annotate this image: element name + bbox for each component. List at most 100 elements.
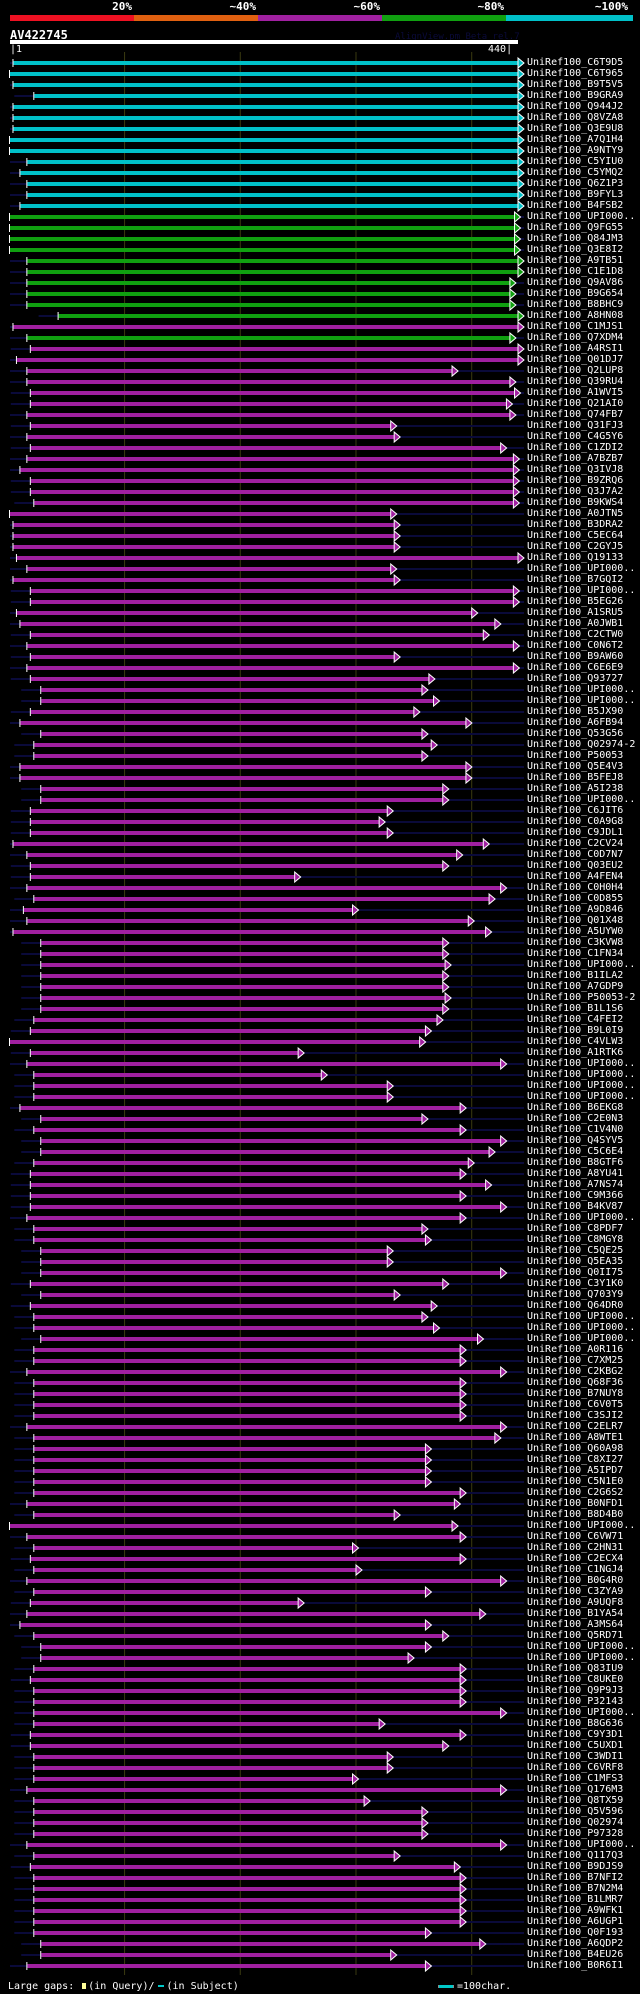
hit-label[interactable]: UniRef100_B7NFI2 [527,1872,624,1883]
hit-label[interactable]: UniRef100_A1RTK6 [527,1047,624,1058]
hit-label[interactable]: UniRef100_Q02974 [527,1817,624,1828]
alignment-bar[interactable] [34,1876,461,1880]
alignment-bar[interactable] [41,1150,490,1154]
hit-label[interactable]: UniRef100_C6JIT6 [527,805,624,816]
alignment-bar[interactable] [30,1304,432,1308]
alignment-bar[interactable] [41,732,422,736]
hit-row[interactable] [10,276,524,290]
hit-row[interactable] [21,1937,524,1951]
hit-label[interactable]: UniRef100_Q176M3 [527,1784,624,1795]
alignment-bar[interactable] [41,1139,501,1143]
hit-row[interactable] [10,1783,524,1797]
hit-label[interactable]: UniRef100_UPI000.. [527,585,636,596]
hit-row[interactable] [10,155,525,169]
alignment-bar[interactable] [34,1546,353,1550]
alignment-bar[interactable] [30,1172,461,1176]
hit-row[interactable] [10,1618,524,1632]
hit-row[interactable] [10,1838,524,1852]
hit-label[interactable]: UniRef100_A0JWB1 [527,618,624,629]
hit-label[interactable]: UniRef100_C0D7N7 [527,849,624,860]
hit-label[interactable]: UniRef100_UPI000.. [527,563,636,574]
alignment-bar[interactable] [34,1920,461,1924]
alignment-bar[interactable] [27,160,518,164]
hit-label[interactable]: UniRef100_B1L1S6 [527,1003,624,1014]
alignment-bar[interactable] [20,776,466,780]
hit-row[interactable] [14,1222,524,1236]
hit-row[interactable] [10,1673,524,1687]
alignment-bar[interactable] [27,666,514,670]
alignment-bar[interactable] [10,215,515,219]
alignment-bar[interactable] [41,996,446,1000]
hit-label[interactable]: UniRef100_Q9P9J3 [527,1685,624,1696]
hit-label[interactable]: UniRef100_C8XI27 [527,1454,624,1465]
hit-label[interactable]: UniRef100_A9D846 [527,904,624,915]
hit-label[interactable]: UniRef100_Q53G56 [527,728,624,739]
alignment-bar[interactable] [34,1854,395,1858]
alignment-bar[interactable] [30,1865,455,1869]
hit-row[interactable] [14,1464,524,1478]
alignment-bar[interactable] [16,358,518,362]
hit-row[interactable] [10,584,524,598]
alignment-bar[interactable] [10,138,518,142]
hit-label[interactable]: UniRef100_B4FSB2 [527,200,624,211]
hit-label[interactable]: UniRef100_C5YIU0 [527,156,624,167]
alignment-bar[interactable] [30,1183,486,1187]
hit-label[interactable]: UniRef100_Q64DR0 [527,1300,624,1311]
alignment-bar[interactable] [34,1821,422,1825]
hit-label[interactable]: UniRef100_C8PDF7 [527,1223,624,1234]
alignment-bar[interactable] [34,1414,461,1418]
alignment-bar[interactable] [27,853,457,857]
alignment-bar[interactable] [34,1810,422,1814]
hit-label[interactable]: UniRef100_C2ECX4 [527,1553,624,1564]
hit-row[interactable] [10,1365,524,1379]
hit-label[interactable]: UniRef100_Q60A98 [527,1443,624,1454]
hit-label[interactable]: UniRef100_C6T9D5 [527,57,624,68]
hit-label[interactable]: UniRef100_UPI000.. [527,794,636,805]
hit-label[interactable]: UniRef100_C1FN34 [527,948,624,959]
hit-label[interactable]: UniRef100_A6QDP2 [527,1938,624,1949]
alignment-bar[interactable] [27,182,518,186]
hit-label[interactable]: UniRef100_C5C6E4 [527,1146,624,1157]
hit-row[interactable] [14,1915,524,1929]
hit-row[interactable] [14,1706,524,1720]
alignment-bar[interactable] [41,1007,443,1011]
hit-label[interactable]: UniRef100_C3SJI2 [527,1410,624,1421]
alignment-bar[interactable] [34,1755,388,1759]
hit-row[interactable] [10,1860,524,1874]
alignment-bar[interactable] [34,1909,461,1913]
alignment-bar[interactable] [13,325,518,329]
hit-row[interactable] [10,815,524,829]
hit-label[interactable]: UniRef100_C6VW71 [527,1531,624,1542]
hit-row[interactable] [14,738,524,752]
alignment-bar[interactable] [30,831,388,835]
hit-label[interactable]: UniRef100_C3ZYA9 [527,1586,624,1597]
hit-row[interactable] [14,1387,524,1401]
hit-row[interactable] [9,221,524,235]
hit-label[interactable]: UniRef100_B1ILA2 [527,970,624,981]
alignment-bar[interactable] [16,556,518,560]
hit-row[interactable] [14,1013,524,1027]
alignment-bar[interactable] [30,600,514,604]
hit-label[interactable]: UniRef100_A3MS64 [527,1619,624,1630]
hit-row[interactable] [10,254,525,268]
hit-label[interactable]: UniRef100_P97328 [527,1828,624,1839]
alignment-bar[interactable] [30,402,507,406]
alignment-bar[interactable] [20,1623,426,1627]
hit-label[interactable]: UniRef100_Q703Y9 [527,1289,624,1300]
hit-label[interactable]: UniRef100_C9M366 [527,1190,624,1201]
hit-row[interactable] [21,991,524,1005]
hit-row[interactable] [10,771,524,785]
hit-row[interactable] [14,1442,524,1456]
hit-label[interactable]: UniRef100_Q68F36 [527,1377,624,1388]
hit-row[interactable] [14,1321,524,1335]
hit-row[interactable] [14,1926,524,1940]
hit-row[interactable] [10,452,524,466]
hit-label[interactable]: UniRef100_A0JTN5 [527,508,624,519]
hit-label[interactable]: UniRef100_P50053-2 [527,992,636,1003]
alignment-bar[interactable] [10,226,515,230]
alignment-bar[interactable] [34,1128,461,1132]
alignment-bar[interactable] [30,864,443,868]
hit-row[interactable] [14,1398,524,1412]
hit-label[interactable]: UniRef100_A5I238 [527,783,624,794]
hit-row[interactable] [10,397,524,411]
